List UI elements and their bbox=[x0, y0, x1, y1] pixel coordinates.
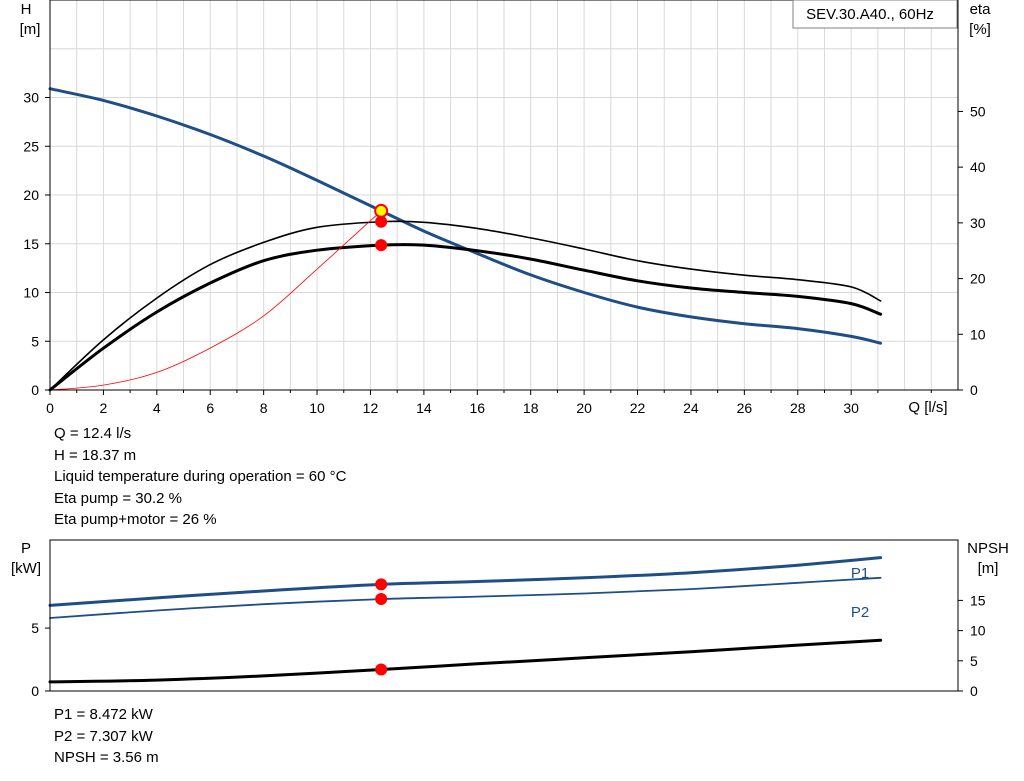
top-y-left-tick-label: 25 bbox=[23, 138, 39, 154]
info-head: H = 18.37 m bbox=[54, 446, 137, 464]
top-x-tick-label: 12 bbox=[363, 400, 379, 416]
bottom-series-1-line bbox=[49, 576, 882, 619]
bottom-series-0-line bbox=[48, 556, 883, 607]
top-marker-point-2 bbox=[375, 239, 388, 252]
x-axis-label: Q [l/s] bbox=[908, 399, 947, 416]
top-y-left-tick-label: 10 bbox=[23, 285, 39, 301]
top-y-left-tick-label: 20 bbox=[23, 187, 39, 203]
p2-curve-label: P2 bbox=[851, 604, 869, 621]
top-left-axis-unit: [m] bbox=[20, 21, 41, 38]
bottom-marker-point-2 bbox=[375, 663, 388, 676]
top-y-right-tick-label: 40 bbox=[970, 159, 986, 175]
top-right-axis-label: eta bbox=[970, 1, 992, 18]
top-x-tick-label: 16 bbox=[470, 400, 486, 416]
top-series-1-line bbox=[49, 220, 882, 391]
bottom-right-axis-unit: [m] bbox=[978, 560, 999, 577]
bottom-plot-frame bbox=[49, 539, 959, 692]
top-x-tick-label: 24 bbox=[683, 400, 699, 416]
p1-curve-label: P1 bbox=[851, 565, 869, 582]
top-y-left-tick-label: 30 bbox=[23, 90, 39, 106]
top-y-right-tick-label: 50 bbox=[970, 103, 986, 119]
top-y-right-tick-label: 20 bbox=[970, 271, 986, 287]
bottom-left-axis-unit: [kW] bbox=[11, 560, 41, 577]
top-x-tick-label: 0 bbox=[46, 400, 54, 416]
bottom-right-axis-label: NPSH bbox=[967, 540, 1009, 557]
info-eta-pump: Eta pump = 30.2 % bbox=[54, 489, 182, 507]
info-npsh: NPSH = 3.56 m bbox=[54, 749, 159, 766]
top-series-3-line bbox=[49, 210, 382, 391]
top-operating-point bbox=[374, 203, 389, 218]
operating-point-info: Q = 12.4 l/s H = 18.37 m Liquid temperat… bbox=[54, 423, 346, 531]
bottom-y-left-tick-label: 5 bbox=[31, 620, 39, 636]
top-left-axis-label: H bbox=[21, 1, 32, 18]
top-x-tick-label: 26 bbox=[737, 400, 753, 416]
top-x-tick-label: 2 bbox=[100, 400, 108, 416]
top-y-left-tick-label: 5 bbox=[31, 333, 39, 349]
bottom-marker-point-0 bbox=[375, 578, 388, 591]
head-efficiency-chart: 0 2 4 6 8 10 12 14 16 18 20 22 24 26 28 300510152025300… bbox=[20, 0, 992, 416]
top-x-tick-label: 6 bbox=[206, 400, 214, 416]
top-x-tick-label: 20 bbox=[576, 400, 592, 416]
top-series-0-line bbox=[48, 87, 883, 345]
top-y-right-tick-label: 30 bbox=[970, 215, 986, 231]
top-y-left-tick-label: 0 bbox=[31, 382, 39, 398]
top-x-tick-label: 4 bbox=[153, 400, 161, 416]
top-marker-point-1 bbox=[375, 215, 388, 228]
bottom-y-right-tick-label: 5 bbox=[970, 653, 978, 669]
top-series-2-line bbox=[48, 242, 883, 392]
bottom-marker-point-1 bbox=[375, 593, 388, 606]
info-flow: Q = 12.4 l/s bbox=[54, 425, 132, 442]
top-y-left-tick-label: 15 bbox=[23, 236, 39, 252]
top-x-tick-label: 30 bbox=[843, 400, 859, 416]
top-y-right-tick-label: 10 bbox=[970, 326, 986, 342]
top-x-tick-label: 18 bbox=[523, 400, 539, 416]
top-y-right-tick-label: 0 bbox=[970, 382, 978, 398]
top-x-tick-label: 10 bbox=[309, 400, 325, 416]
info-liquid-temperature: Liquid temperature during operation = 60… bbox=[54, 468, 347, 485]
info-p1: P1 = 8.472 kW bbox=[54, 706, 153, 723]
info-eta-pump-motor: Eta pump+motor = 26 % bbox=[54, 511, 217, 528]
top-x-tick-label: 14 bbox=[416, 400, 432, 416]
top-x-tick-label: 8 bbox=[260, 400, 268, 416]
bottom-y-right-tick-label: 0 bbox=[970, 683, 978, 699]
bottom-y-right-tick-label: 10 bbox=[970, 623, 986, 639]
bottom-y-left-tick-label: 0 bbox=[31, 683, 39, 699]
top-right-axis-unit: [%] bbox=[969, 21, 991, 38]
top-x-tick-label: 22 bbox=[630, 400, 646, 416]
bottom-series-2-line bbox=[48, 638, 883, 684]
info-p2: P2 = 7.307 kW bbox=[54, 727, 153, 745]
bottom-y-right-tick-label: 15 bbox=[970, 592, 986, 608]
legend-text: SEV.30.A40., 60Hz bbox=[806, 6, 934, 23]
top-x-tick-label: 28 bbox=[790, 400, 806, 416]
legend-box bbox=[792, 0, 958, 29]
bottom-left-axis-label: P bbox=[21, 540, 31, 557]
power-npsh-chart: 0 5 0 5 10 15 P [kW] NPSH [m] P1 P2 bbox=[11, 539, 1009, 699]
power-info: P1 = 8.472 kW P2 = 7.307 kW NPSH = 3.56 … bbox=[54, 704, 159, 769]
